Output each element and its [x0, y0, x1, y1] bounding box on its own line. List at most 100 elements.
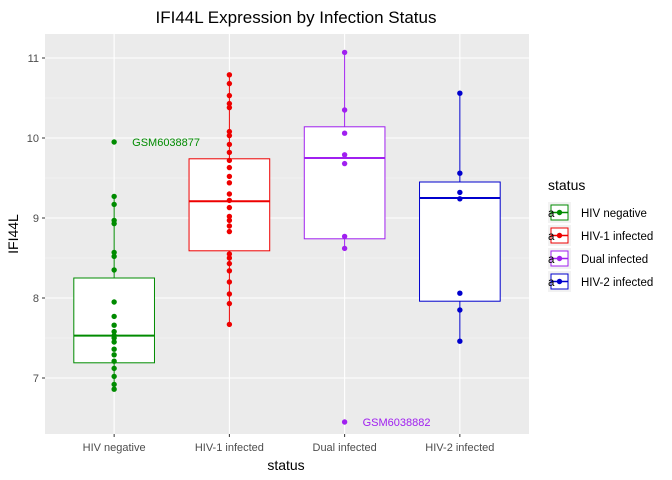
data-point [341, 245, 348, 252]
data-point [226, 173, 233, 180]
legend-key-glyph: a [548, 231, 555, 243]
x-tick-label: Dual infected [313, 442, 377, 454]
y-axis: 7 8 9 10 11 [27, 53, 45, 385]
data-point [226, 223, 233, 229]
legend-key-point [556, 209, 563, 216]
data-point [226, 180, 233, 186]
data-point [111, 193, 117, 200]
chart-title: IFI44L Expression by Infection Status [156, 8, 437, 27]
data-point [341, 49, 348, 56]
data-point [111, 346, 117, 352]
y-tick-label: 7 [33, 373, 39, 385]
legend: status a HIV negative a HIV-1 infected a Dual… [548, 177, 653, 292]
data-point [226, 255, 233, 261]
data-point [226, 149, 233, 156]
data-point [226, 128, 233, 135]
data-point [226, 141, 233, 148]
box [419, 181, 501, 302]
legend-label: HIV-2 infected [581, 277, 653, 289]
legend-key-point [556, 278, 563, 285]
data-point [226, 132, 233, 139]
data-point [111, 335, 117, 341]
y-axis-title: IFI44L [5, 214, 21, 254]
data-point [111, 339, 117, 345]
data-point [341, 233, 348, 240]
legend-key-glyph: a [548, 254, 555, 266]
x-axis-title: status [267, 457, 304, 473]
data-point [226, 291, 233, 297]
point-annotation: GSM6038882 [363, 417, 431, 429]
data-point [226, 251, 233, 257]
box [188, 158, 271, 252]
data-point [226, 100, 233, 107]
data-point [226, 92, 233, 99]
data-point [111, 352, 117, 358]
data-point [457, 338, 463, 344]
legend-label: HIV negative [581, 208, 647, 220]
data-point [111, 381, 117, 388]
data-point [226, 72, 233, 78]
data-point [226, 217, 233, 224]
legend-item: a HIV negative [548, 202, 647, 223]
legend-title: status [548, 177, 585, 193]
series-group [303, 49, 386, 425]
data-point [341, 130, 348, 136]
data-point [226, 228, 233, 235]
data-point [111, 139, 117, 145]
legend-key-glyph: a [548, 277, 555, 289]
data-point [226, 157, 233, 164]
data-point [111, 313, 117, 320]
y-tick-label: 8 [33, 293, 39, 305]
x-tick-label: HIV negative [83, 442, 146, 454]
data-point [457, 170, 463, 176]
x-axis: HIV negative HIV-1 infected Dual infected H… [83, 434, 494, 454]
data-point [226, 80, 233, 87]
legend-label: HIV-1 infected [581, 231, 653, 243]
data-point [111, 322, 117, 328]
data-point [111, 249, 117, 256]
data-point [226, 268, 233, 274]
data-point [226, 164, 233, 171]
y-tick-label: 11 [28, 53, 39, 65]
data-point [111, 373, 117, 380]
legend-key-point [556, 255, 563, 262]
y-tick-label: 9 [33, 213, 39, 225]
data-point [111, 328, 117, 335]
series-group [188, 72, 271, 328]
data-point [341, 419, 348, 425]
point-annotation: GSM6038877 [132, 137, 200, 149]
data-point [111, 365, 117, 372]
data-point [226, 279, 233, 285]
data-point [341, 107, 348, 113]
series-group [73, 139, 155, 392]
series-group [419, 90, 501, 344]
data-point [226, 104, 233, 111]
data-point [226, 321, 233, 328]
y-tick-label: 10 [27, 133, 39, 145]
data-point [226, 204, 233, 211]
data-point [111, 201, 117, 208]
data-point [111, 386, 117, 392]
data-point [111, 299, 117, 305]
legend-key-point [556, 232, 563, 239]
plot-panel: GSM6038877 GSM6038882 [45, 34, 529, 434]
legend-item: a HIV-1 infected [548, 225, 653, 246]
data-point [226, 300, 233, 307]
data-point [457, 90, 463, 96]
data-point [457, 196, 463, 202]
x-tick-label: HIV-1 infected [195, 442, 264, 454]
data-point [457, 290, 463, 296]
box [303, 126, 386, 240]
data-point [341, 160, 348, 167]
data-point [226, 260, 233, 267]
data-point [457, 307, 463, 313]
x-tick-label: HIV-2 infected [425, 442, 494, 454]
data-point [226, 191, 233, 197]
legend-item: a HIV-2 infected [548, 271, 653, 292]
data-point [111, 220, 117, 227]
legend-label: Dual infected [581, 254, 648, 266]
data-point [457, 189, 463, 196]
legend-item: a Dual infected [548, 248, 648, 269]
data-point [111, 358, 117, 364]
